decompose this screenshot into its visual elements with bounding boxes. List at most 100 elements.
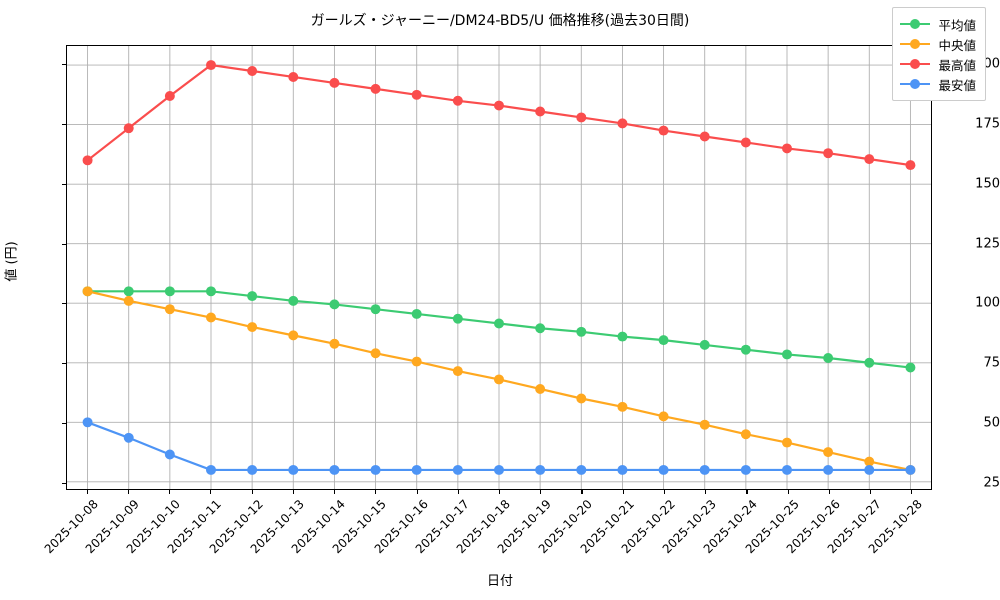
data-point-marker [206, 286, 216, 297]
legend-item[interactable]: 最安値 [900, 74, 976, 94]
data-point-marker [617, 118, 628, 129]
y-tick-label: 175 [975, 116, 1000, 132]
x-tick-mark [334, 490, 336, 494]
data-point-marker [699, 131, 710, 142]
data-point-marker [864, 154, 875, 165]
data-point-marker [823, 148, 834, 159]
legend-item[interactable]: 中央値 [900, 34, 976, 54]
data-point-marker [905, 160, 916, 171]
data-point-marker [123, 286, 134, 297]
y-tick-mark [62, 183, 66, 185]
data-point-marker [452, 313, 463, 324]
data-point-marker [658, 411, 669, 422]
data-point-marker [288, 464, 299, 475]
legend-swatch-icon [900, 18, 931, 30]
x-tick-mark [210, 490, 212, 494]
data-point-marker [206, 464, 216, 475]
legend-item-label: 最高値 [938, 57, 976, 73]
x-tick-mark [127, 490, 129, 494]
series-lines [82, 60, 916, 475]
data-point-marker [123, 123, 134, 134]
legend-swatch-icon [900, 78, 931, 90]
legend-item-label: 中央値 [938, 37, 976, 53]
data-point-marker [864, 464, 875, 475]
x-tick-mark [705, 490, 707, 494]
data-point-marker [494, 318, 504, 329]
x-tick-mark [251, 490, 253, 494]
data-point-marker [782, 437, 792, 448]
x-tick-mark [787, 490, 789, 494]
legend-item-label: 最安値 [938, 77, 976, 93]
y-tick-mark [62, 123, 66, 126]
data-point-marker [823, 447, 834, 458]
x-tick-mark [375, 490, 377, 494]
legend-swatch-icon [900, 58, 931, 70]
data-point-marker [411, 464, 422, 475]
data-point-marker [247, 464, 258, 475]
data-point-marker [864, 357, 875, 368]
data-point-marker [699, 464, 710, 475]
data-point-marker [740, 344, 751, 355]
x-tick-mark [292, 490, 294, 494]
y-tick-label: 100 [975, 295, 1000, 311]
y-tick-mark [62, 303, 66, 305]
data-point-marker [164, 286, 175, 297]
data-point-marker [740, 137, 751, 148]
data-point-marker [452, 95, 463, 106]
data-point-marker [164, 91, 175, 101]
data-point-marker [288, 295, 299, 306]
x-tick-mark [581, 490, 583, 494]
data-point-marker [164, 449, 175, 460]
data-point-marker [905, 464, 916, 475]
data-point-marker [494, 464, 504, 475]
data-point-marker [82, 155, 93, 166]
data-point-marker [617, 464, 628, 475]
data-point-marker [123, 432, 134, 443]
y-tick-label: 75 [983, 355, 1000, 371]
data-point-marker [617, 331, 628, 342]
data-point-marker [329, 338, 340, 349]
x-tick-mark [457, 490, 459, 494]
data-point-marker [535, 383, 546, 394]
legend-item[interactable]: 平均値 [900, 14, 976, 34]
data-point-marker [370, 464, 381, 475]
x-tick-mark [622, 490, 624, 494]
x-tick-mark [169, 490, 171, 494]
data-point-marker [576, 326, 587, 337]
y-tick-label: 25 [983, 475, 1000, 491]
data-point-marker [782, 143, 792, 154]
y-axis-label: 値 (円) [4, 241, 20, 282]
data-point-marker [535, 106, 546, 117]
x-tick-mark [540, 490, 542, 494]
legend-swatch-icon [900, 38, 931, 50]
y-tick-mark [62, 64, 66, 66]
legend-item[interactable]: 最高値 [900, 54, 976, 74]
y-tick-mark [62, 423, 66, 425]
data-point-marker [288, 71, 299, 82]
data-point-marker [740, 464, 751, 475]
data-point-marker [740, 429, 751, 440]
data-point-marker [494, 374, 504, 385]
data-point-marker [164, 304, 175, 315]
data-point-marker [576, 464, 587, 475]
data-point-marker [782, 349, 792, 360]
y-tick-mark [62, 363, 66, 365]
data-point-marker [329, 464, 340, 475]
data-point-marker [370, 348, 381, 359]
data-point-marker [658, 125, 669, 136]
data-point-marker [206, 312, 216, 323]
x-tick-mark [828, 490, 830, 494]
data-point-marker [823, 353, 834, 363]
data-point-marker [494, 100, 504, 111]
data-point-marker [370, 304, 381, 315]
data-point-marker [905, 362, 916, 373]
data-point-marker [288, 330, 299, 341]
y-tick-label: 150 [975, 176, 1000, 192]
x-tick-mark [663, 490, 666, 494]
data-point-marker [823, 464, 834, 475]
data-point-marker [452, 464, 463, 475]
data-point-marker [370, 83, 381, 94]
x-tick-mark [86, 490, 88, 494]
data-point-marker [658, 464, 669, 475]
